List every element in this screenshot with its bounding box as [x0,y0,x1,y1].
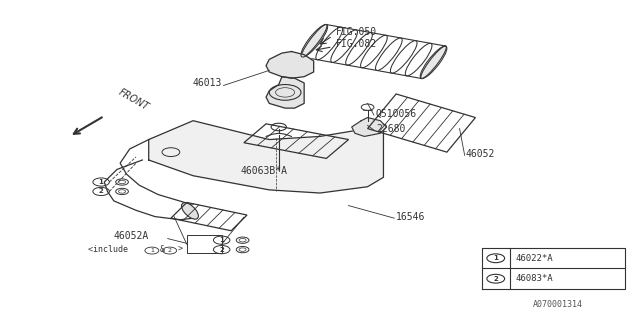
Text: >: > [178,245,183,254]
Text: 46063B*A: 46063B*A [241,166,288,176]
Text: 1: 1 [99,179,104,185]
Polygon shape [148,121,383,193]
Text: 46083*A: 46083*A [515,274,553,283]
Text: FIG.082: FIG.082 [336,39,377,49]
Ellipse shape [301,25,327,57]
Text: 2: 2 [493,276,498,282]
Polygon shape [266,77,304,108]
Text: 2: 2 [168,248,172,253]
Polygon shape [266,52,314,78]
Ellipse shape [182,203,198,219]
Text: 46052A: 46052A [114,231,149,241]
Text: FIG.050: FIG.050 [336,27,377,37]
Text: 16546: 16546 [396,212,426,222]
Text: &: & [160,245,165,254]
Text: FRONT: FRONT [117,88,151,113]
Text: 46013: 46013 [192,78,221,88]
Text: A070001314: A070001314 [532,300,582,309]
Text: 1: 1 [150,248,154,253]
Text: <include: <include [88,245,133,254]
Polygon shape [352,117,387,136]
Text: 46052: 46052 [466,149,495,159]
Text: 2: 2 [99,188,104,195]
Text: 2: 2 [220,247,224,252]
Text: 46022*A: 46022*A [515,254,553,263]
Ellipse shape [421,46,446,78]
Text: Q510056: Q510056 [376,108,417,119]
Text: 22680: 22680 [376,124,405,134]
Text: 1: 1 [220,237,224,243]
Text: 1: 1 [493,255,498,261]
